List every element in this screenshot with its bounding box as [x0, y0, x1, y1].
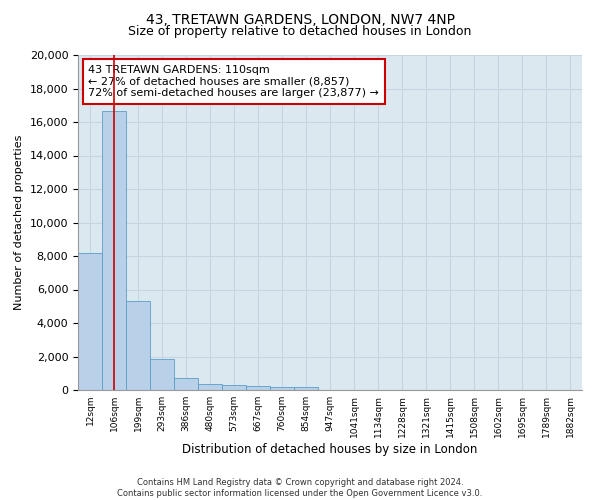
- Bar: [246, 386, 270, 390]
- Bar: [102, 111, 126, 390]
- Bar: [270, 387, 294, 390]
- Bar: [198, 384, 222, 390]
- Text: Size of property relative to detached houses in London: Size of property relative to detached ho…: [128, 25, 472, 38]
- Bar: [78, 254, 102, 390]
- Bar: [150, 359, 174, 390]
- X-axis label: Distribution of detached houses by size in London: Distribution of detached houses by size …: [182, 442, 478, 456]
- Bar: [126, 301, 150, 390]
- Bar: [294, 388, 318, 390]
- Text: 43, TRETAWN GARDENS, LONDON, NW7 4NP: 43, TRETAWN GARDENS, LONDON, NW7 4NP: [146, 12, 455, 26]
- Bar: [174, 378, 198, 390]
- Text: 43 TRETAWN GARDENS: 110sqm
← 27% of detached houses are smaller (8,857)
72% of s: 43 TRETAWN GARDENS: 110sqm ← 27% of deta…: [88, 65, 379, 98]
- Text: Contains HM Land Registry data © Crown copyright and database right 2024.
Contai: Contains HM Land Registry data © Crown c…: [118, 478, 482, 498]
- Y-axis label: Number of detached properties: Number of detached properties: [14, 135, 24, 310]
- Bar: [222, 386, 246, 390]
